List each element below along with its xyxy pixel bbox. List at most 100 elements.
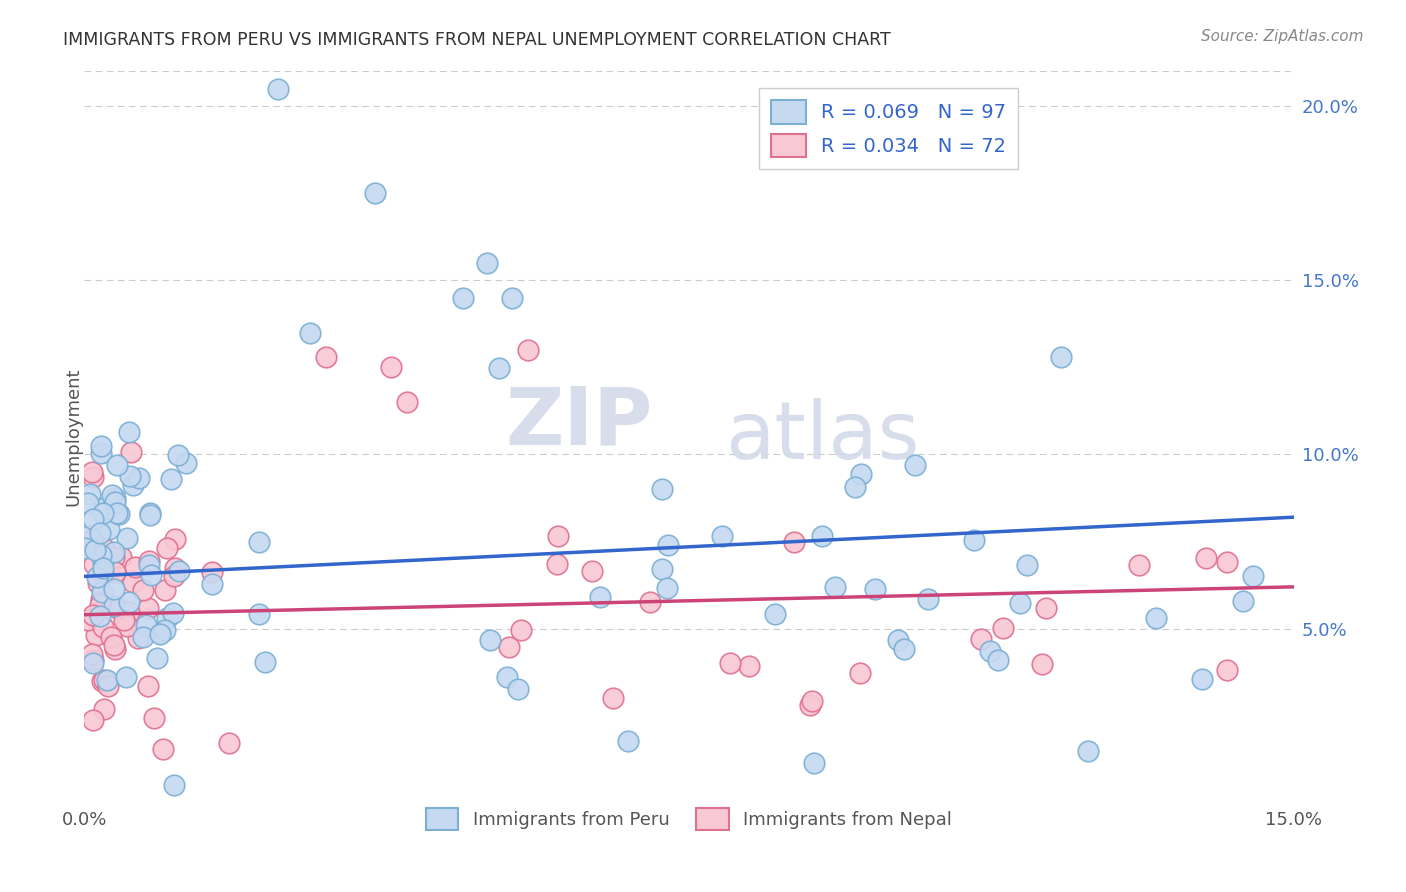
Point (86, 570, 108, 584)
Point (94, 542, 117, 557)
Point (79, 487, 101, 501)
Point (160, 472, 183, 486)
Point (115, 670, 138, 684)
Point (581, 564, 603, 578)
Point (103, 582, 125, 597)
Point (82, 470, 104, 484)
Text: Source: ZipAtlas.com: Source: ZipAtlas.com (1201, 29, 1364, 44)
Point (495, 670, 517, 684)
Point (488, 361, 510, 376)
Point (132, 630, 155, 644)
Point (763, 607, 786, 621)
Point (904, 458, 927, 473)
Point (122, 478, 145, 492)
Point (82, 533, 104, 547)
Point (118, 469, 141, 483)
Text: ZIP: ZIP (505, 384, 652, 461)
Point (128, 471, 150, 485)
Point (547, 528, 569, 542)
Point (156, 611, 179, 625)
Point (127, 631, 149, 645)
Point (800, 694, 823, 708)
Point (89, 598, 111, 612)
Point (479, 633, 502, 648)
Point (1077, 744, 1099, 758)
Point (104, 495, 127, 509)
Point (163, 778, 186, 792)
Point (267, 82, 290, 96)
Point (844, 479, 866, 493)
Point (93, 673, 115, 687)
Point (90, 440, 112, 454)
Point (247, 607, 270, 622)
Point (1015, 558, 1038, 572)
Point (131, 582, 153, 597)
Point (651, 482, 673, 496)
Point (506, 681, 529, 696)
Point (124, 560, 146, 574)
Point (979, 644, 1001, 658)
Point (1031, 657, 1053, 672)
Point (799, 698, 821, 712)
Point (509, 624, 531, 638)
Point (498, 640, 520, 655)
Point (108, 602, 131, 616)
Point (783, 535, 806, 549)
Point (103, 545, 125, 559)
Point (103, 599, 125, 613)
Point (100, 630, 122, 644)
Point (163, 533, 186, 547)
Point (73, 541, 96, 555)
Point (156, 541, 179, 556)
Point (1128, 558, 1150, 573)
Point (153, 583, 176, 598)
Point (963, 533, 986, 547)
Point (1216, 664, 1239, 678)
Point (153, 624, 176, 638)
Point (110, 549, 132, 564)
Point (103, 638, 125, 652)
Point (917, 592, 939, 607)
Point (91, 566, 114, 580)
Point (80, 647, 103, 661)
Point (91, 585, 114, 599)
Point (77, 495, 100, 509)
Point (136, 601, 159, 615)
Point (104, 491, 127, 505)
Point (82, 653, 104, 667)
Point (363, 186, 385, 201)
Point (1195, 550, 1218, 565)
Point (1035, 601, 1057, 615)
Point (104, 565, 127, 579)
Point (893, 642, 915, 657)
Point (104, 642, 127, 657)
Point (82, 465, 104, 479)
Point (451, 291, 474, 305)
Point (90, 446, 112, 460)
Point (711, 529, 734, 543)
Point (167, 448, 190, 462)
Point (97, 679, 120, 693)
Point (91, 673, 114, 688)
Point (101, 488, 124, 502)
Point (138, 554, 160, 568)
Point (91, 561, 114, 575)
Point (1191, 673, 1213, 687)
Point (112, 613, 135, 627)
Point (1232, 594, 1254, 608)
Point (477, 256, 499, 270)
Point (1144, 611, 1167, 625)
Point (589, 590, 612, 604)
Point (163, 561, 186, 575)
Point (152, 741, 174, 756)
Point (886, 632, 908, 647)
Point (105, 506, 128, 520)
Point (803, 756, 825, 770)
Point (138, 558, 160, 572)
Point (970, 632, 993, 646)
Point (849, 467, 872, 481)
Legend: Immigrants from Peru, Immigrants from Nepal: Immigrants from Peru, Immigrants from Ne… (419, 801, 959, 838)
Point (90, 548, 112, 562)
Point (395, 395, 418, 409)
Point (91, 506, 114, 520)
